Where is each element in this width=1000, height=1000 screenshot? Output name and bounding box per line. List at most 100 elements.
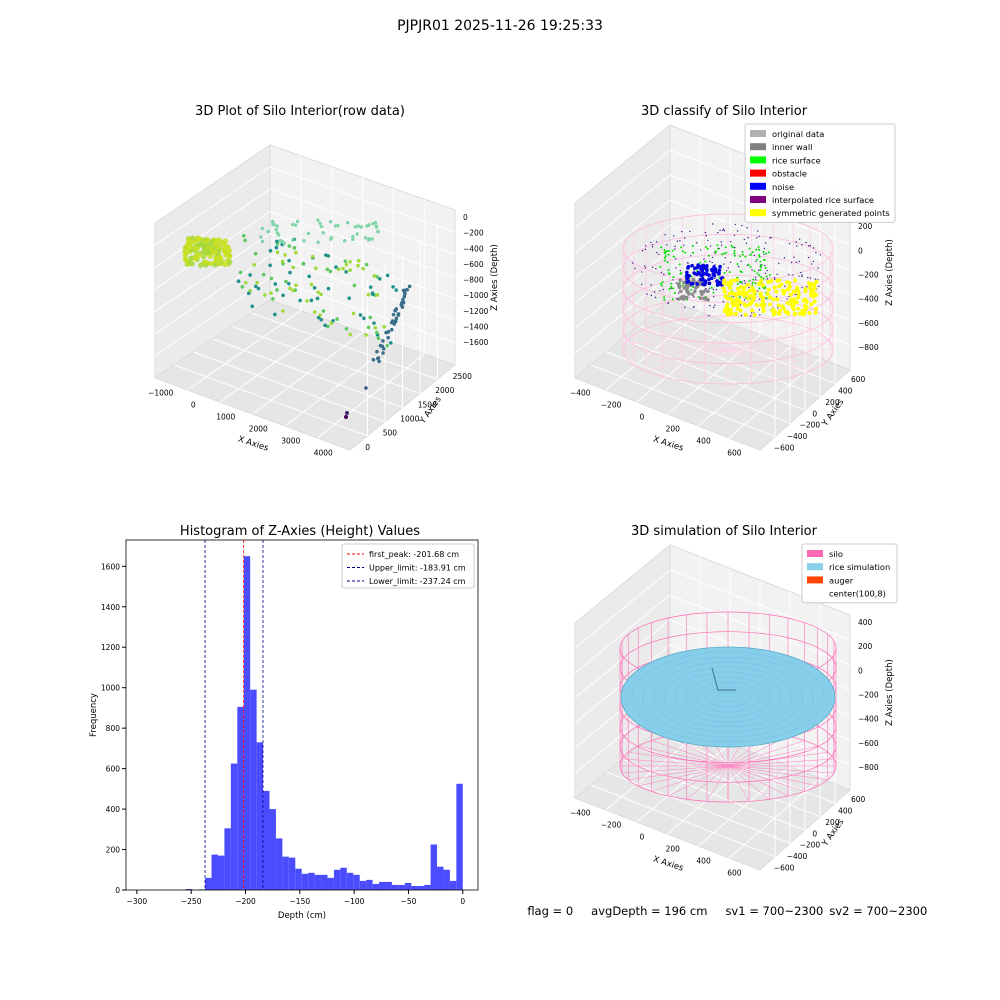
interpolated-point	[717, 231, 719, 234]
data-point	[402, 294, 407, 299]
data-point	[316, 240, 320, 245]
grid-line	[154, 166, 456, 246]
inner-wall-point	[678, 289, 683, 294]
noise-point	[703, 279, 708, 283]
interpolated-point	[651, 246, 654, 248]
interpolated-point	[737, 265, 740, 268]
silo-spoke	[727, 342, 831, 351]
data-point	[188, 239, 195, 245]
data-point	[401, 300, 406, 305]
rice-surface-point	[699, 261, 702, 264]
x-tick-label: 0	[640, 413, 645, 422]
data-point	[396, 313, 401, 317]
z-tick-label: −600	[858, 739, 879, 748]
data-point	[287, 244, 292, 248]
z-tick-label: −1000	[463, 291, 489, 300]
interpolated-point	[783, 257, 786, 259]
histogram-bar	[411, 885, 418, 890]
legend-label: rice simulation	[829, 562, 890, 572]
y-tick-label: 1400	[101, 603, 120, 612]
interpolated-point	[725, 270, 728, 272]
interpolated-point	[719, 229, 721, 232]
histogram-bar	[211, 854, 218, 890]
data-point	[318, 221, 322, 226]
interpolated-point	[745, 242, 748, 245]
data-point	[377, 277, 382, 281]
histogram-bar	[269, 809, 276, 890]
grid-line	[574, 199, 851, 279]
interpolated-point	[664, 233, 666, 236]
interpolated-point	[817, 267, 819, 269]
interpolated-point	[711, 256, 714, 259]
interpolated-point	[646, 293, 648, 295]
legend-box	[341, 543, 475, 589]
data-point	[273, 282, 278, 286]
z-tick-label: 400	[858, 618, 873, 627]
silo-spoke	[686, 765, 729, 800]
data-point	[182, 252, 188, 258]
interpolated-point	[650, 284, 652, 286]
histogram-bar	[366, 879, 373, 890]
interpolated-point	[684, 306, 686, 309]
x-tick-label: 4000	[314, 449, 333, 458]
data-point	[291, 238, 295, 242]
interpolated-point	[751, 269, 753, 271]
noise-point	[690, 263, 694, 268]
x-tick-label: −300	[127, 897, 148, 906]
rice-surface-point	[680, 246, 683, 249]
data-point	[222, 238, 229, 244]
data-point	[193, 252, 200, 258]
rice-surface-point	[666, 250, 669, 253]
rice-surface-point	[691, 244, 694, 247]
data-point	[200, 254, 207, 260]
noise-point	[704, 266, 709, 271]
symmetric-point	[801, 312, 806, 317]
rice-surface-point	[739, 280, 742, 283]
silo-spoke	[727, 349, 831, 358]
silo-spoke	[727, 745, 818, 767]
rice-surface-point	[673, 291, 676, 294]
histogram-bar	[391, 884, 399, 890]
silo-spoke	[727, 758, 834, 767]
data-point	[376, 336, 381, 341]
legend-label: rice surface	[772, 155, 821, 165]
grid-line	[653, 312, 836, 384]
symmetric-point	[750, 285, 755, 290]
silo-spoke	[727, 765, 770, 800]
data-point	[238, 270, 243, 275]
inner-wall-point	[693, 289, 697, 294]
legend-swatch	[807, 563, 823, 571]
interpolated-point	[683, 244, 685, 246]
y-axis-label: Y Axies	[417, 394, 444, 426]
x-tick-label: 200	[666, 425, 681, 434]
z-tick-label: −800	[858, 763, 879, 772]
silo-spoke	[727, 319, 774, 351]
interpolated-point	[740, 260, 742, 263]
panel1-title: 3D Plot of Silo Interior(row data)	[195, 104, 405, 119]
legend-swatch	[750, 143, 766, 151]
y-tick-label: 2000	[435, 386, 454, 395]
data-point	[399, 303, 404, 307]
x-tick-label: 3000	[281, 437, 300, 446]
interpolated-point	[659, 290, 661, 292]
z-tick-label: −800	[463, 276, 484, 285]
symmetric-point	[750, 308, 755, 313]
silo-spoke	[633, 349, 729, 365]
rice-surface-point	[661, 281, 664, 284]
interpolated-point	[769, 237, 771, 239]
rice-surface-point	[691, 285, 694, 288]
symmetric-point	[771, 307, 776, 312]
rice-surface-point	[736, 262, 739, 265]
rice-surface-point	[760, 263, 763, 266]
surface-mesh	[642, 656, 814, 738]
symmetric-point	[776, 284, 781, 289]
interpolated-point	[711, 261, 713, 264]
data-point	[368, 315, 373, 320]
x-tick-label: 600	[727, 869, 742, 878]
interpolated-point	[763, 253, 765, 256]
histogram-bar	[340, 867, 347, 890]
interpolated-point	[754, 276, 757, 279]
symmetric-point	[746, 282, 751, 287]
symmetric-point	[791, 289, 796, 294]
grid-line	[154, 255, 456, 335]
